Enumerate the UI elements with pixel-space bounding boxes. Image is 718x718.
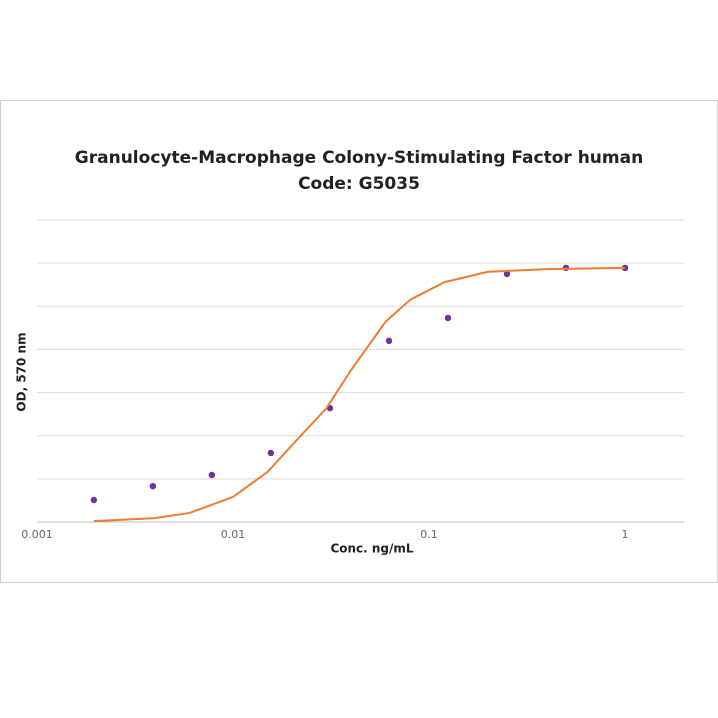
x-tick-label: 1 — [621, 528, 628, 541]
data-point — [90, 496, 98, 504]
x-axis-label: Conc. ng/mL — [330, 542, 413, 556]
x-tick-label: 0.001 — [21, 528, 53, 541]
chart-subtitle: Code: G5035 — [298, 174, 420, 194]
data-point — [267, 449, 275, 457]
x-tick-label: 0.1 — [420, 528, 438, 541]
chart-frame — [0, 100, 718, 583]
data-point — [208, 471, 216, 479]
data-point — [149, 482, 157, 490]
fit-curve — [93, 266, 626, 523]
chart-title: Granulocyte-Macrophage Colony-Stimulatin… — [75, 148, 643, 168]
x-tick-label: 0.01 — [221, 528, 246, 541]
data-point — [444, 314, 452, 322]
y-axis-label: OD, 570 nm — [15, 332, 29, 411]
data-point — [503, 270, 511, 278]
data-point — [385, 337, 393, 344]
